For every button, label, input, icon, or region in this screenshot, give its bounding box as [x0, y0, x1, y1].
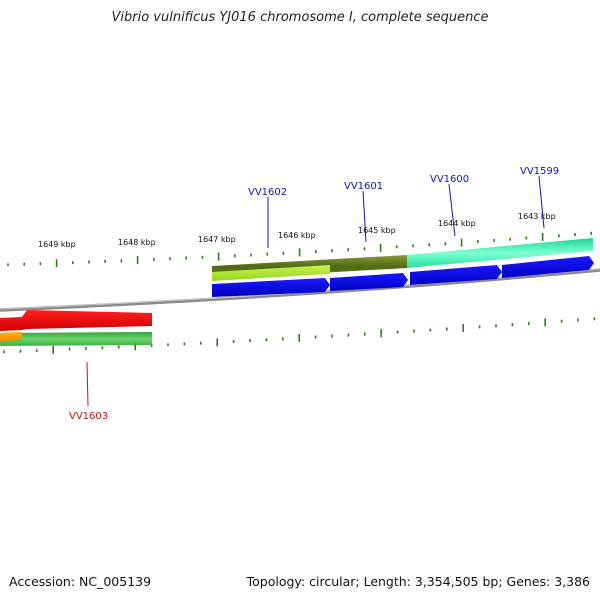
chromosome-backbone	[0, 268, 600, 312]
kbp-label: 1644 kbp	[438, 219, 476, 228]
map-title: Vibrio vulnificus YJ016 chromosome I, co…	[111, 10, 489, 25]
gene-arrow-vv1603	[0, 310, 152, 331]
gene-bar-green	[0, 332, 152, 346]
forward-features	[212, 238, 593, 281]
reverse-features	[0, 310, 152, 346]
gene-arrow-vv1601	[330, 273, 408, 291]
forward-gene-arrows	[212, 256, 594, 297]
gene-leader-lines	[86, 175, 545, 407]
gene-arrow-vv1600	[410, 265, 502, 285]
gene-arrow-vv1599	[502, 256, 594, 278]
kbp-scale-labels: 1649 kbp 1648 kbp 1647 kbp 1646 kbp 1645…	[38, 212, 556, 249]
accession-label: Accession: NC_005139	[9, 574, 152, 589]
gene-bar-lime	[212, 265, 330, 281]
topology-stats-label: Topology: circular; Length: 3,354,505 bp…	[246, 574, 590, 589]
tick-marks	[3, 231, 596, 354]
gene-label-vv1601[interactable]: VV1601	[344, 181, 383, 192]
kbp-label: 1645 kbp	[358, 226, 396, 235]
kbp-label: 1643 kbp	[518, 212, 556, 221]
gene-label-vv1602[interactable]: VV1602	[248, 187, 287, 198]
gene-bar-teal	[407, 238, 593, 268]
gene-label-vv1599[interactable]: VV1599	[520, 166, 559, 177]
gene-arrow-vv1602	[212, 278, 330, 297]
kbp-label: 1649 kbp	[38, 240, 76, 249]
kbp-label: 1647 kbp	[198, 235, 236, 244]
gene-labels: VV1602 VV1601 VV1600 VV1599 VV1603	[69, 166, 559, 422]
gene-label-vv1600[interactable]: VV1600	[430, 174, 469, 185]
gene-label-vv1603[interactable]: VV1603	[69, 411, 108, 422]
kbp-label: 1646 kbp	[278, 231, 316, 240]
kbp-label: 1648 kbp	[118, 238, 156, 247]
